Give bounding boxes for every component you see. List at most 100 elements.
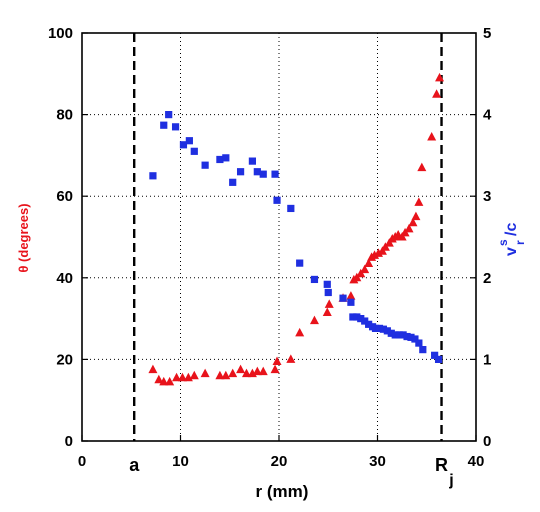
theta-point	[154, 374, 164, 384]
velocity-point	[411, 335, 419, 343]
theta-point	[432, 89, 442, 98]
velocity-point	[407, 333, 415, 341]
velocity-point	[296, 259, 304, 267]
velocity-point	[371, 324, 380, 332]
theta-point	[241, 368, 251, 378]
velocity-point	[201, 161, 209, 169]
velocity-point	[387, 329, 395, 337]
velocity-point	[229, 178, 237, 186]
theta-point	[200, 368, 210, 378]
theta-point	[286, 354, 296, 363]
x-tick-label: 40	[468, 453, 485, 470]
x-tick-label: 30	[369, 453, 386, 470]
theta-point	[364, 258, 374, 268]
velocity-point	[383, 327, 391, 335]
theta-point	[165, 376, 175, 386]
velocity-point	[259, 170, 267, 178]
theta-point	[258, 366, 268, 376]
y-right-axis-title-v: v	[503, 247, 520, 256]
theta-point	[404, 223, 414, 233]
y-right-axis-title: v s r /c	[496, 223, 527, 256]
x-tick-label: 20	[271, 453, 288, 470]
theta-point	[177, 372, 187, 382]
y-left-tick-label: 40	[56, 270, 73, 287]
velocity-point	[361, 317, 369, 325]
velocity-point	[287, 204, 295, 213]
theta-point	[309, 315, 319, 325]
y-left-tick-label: 60	[56, 188, 73, 205]
theta-point	[148, 364, 158, 374]
velocity-point	[273, 196, 281, 204]
vertical-markers: a Rj	[129, 33, 454, 489]
velocity-point	[236, 168, 245, 176]
velocity-point	[347, 298, 355, 306]
velocity-point	[375, 324, 384, 332]
y-right-tick-label: 2	[483, 270, 491, 287]
velocity-point	[357, 315, 365, 323]
velocity-point	[365, 320, 373, 328]
velocity-point	[179, 141, 188, 149]
velocity-point	[339, 294, 347, 302]
theta-point	[417, 162, 427, 172]
velocity-point	[395, 331, 403, 339]
theta-point	[159, 376, 169, 386]
velocity-point	[310, 275, 319, 284]
velocity-point	[185, 137, 193, 145]
theta-point	[270, 364, 280, 374]
x-tick-label: 10	[172, 453, 189, 470]
velocity-point	[165, 111, 173, 119]
theta-point	[189, 370, 199, 380]
velocity-point	[324, 288, 332, 297]
y-left-tick-label: 0	[65, 433, 73, 450]
velocity-point	[434, 355, 443, 363]
theta-point	[360, 264, 370, 274]
velocity-point	[323, 280, 331, 288]
velocity-point	[216, 155, 224, 164]
theta-point	[228, 368, 238, 378]
y-right-tick-label: 5	[483, 25, 491, 42]
velocity-point	[353, 313, 361, 321]
velocity-point	[222, 154, 230, 162]
grid	[82, 33, 476, 441]
theta-point	[324, 299, 334, 308]
velocity-point	[379, 325, 388, 333]
y-right-axis-title-sup: s	[496, 239, 510, 246]
y-right-tick-label: 3	[483, 188, 491, 205]
theta-point	[215, 370, 225, 380]
velocity-point	[399, 331, 407, 339]
series-velocity	[149, 111, 443, 363]
marker-label-sub: j	[448, 472, 453, 489]
velocity-point	[160, 121, 168, 129]
y-left-tick-label: 80	[56, 107, 73, 124]
theta-point	[221, 370, 231, 380]
velocity-point	[415, 339, 423, 347]
velocity-point	[419, 346, 427, 354]
theta-point	[408, 217, 418, 227]
y-right-axis-title-tail: /c	[503, 223, 520, 236]
theta-point	[236, 364, 246, 374]
marker-label: a	[129, 455, 140, 475]
y-right-tick-label: 1	[483, 351, 491, 368]
x-axis-title: r (mm)	[256, 482, 309, 501]
theta-point	[411, 211, 421, 221]
velocity-point	[349, 313, 357, 321]
velocity-point	[391, 331, 399, 339]
velocity-point	[149, 172, 157, 180]
velocity-point	[190, 147, 198, 155]
y-right-axis-title-sub: r	[513, 240, 527, 245]
theta-point	[172, 372, 182, 382]
theta-point	[272, 356, 282, 365]
theta-point	[346, 291, 356, 300]
theta-point	[414, 197, 424, 206]
velocity-point	[431, 351, 439, 359]
velocity-point	[253, 168, 261, 176]
velocity-point	[171, 123, 180, 131]
y-left-tick-label: 100	[48, 25, 73, 42]
velocity-point	[248, 157, 257, 165]
theta-point	[252, 366, 262, 376]
theta-point	[435, 72, 445, 82]
theta-point	[322, 307, 332, 316]
y-left-tick-label: 20	[56, 351, 73, 368]
